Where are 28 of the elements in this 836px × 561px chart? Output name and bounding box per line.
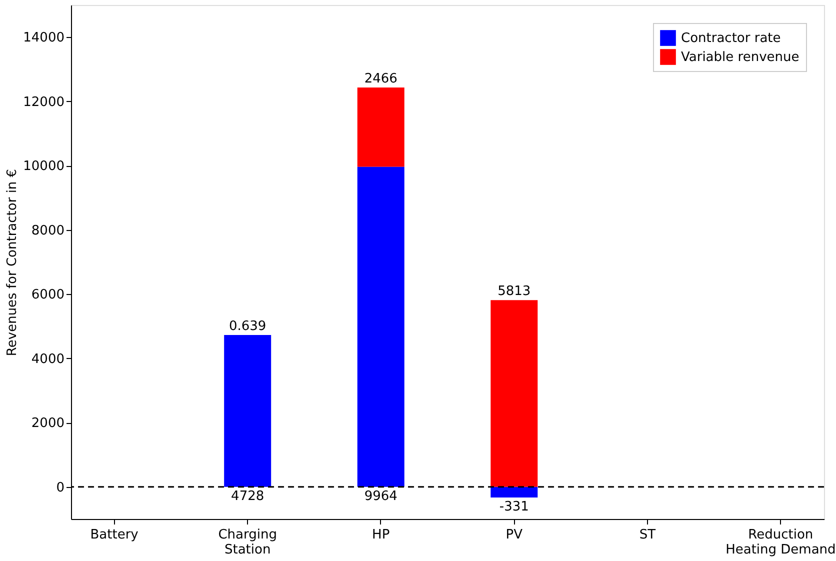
- y-tick-label: 12000: [23, 94, 64, 110]
- bar: [357, 88, 404, 167]
- y-tick-label: 2000: [31, 416, 64, 432]
- legend-label: Variable renvenue: [681, 50, 800, 65]
- x-tick-label: PV: [506, 528, 523, 542]
- y-axis-title: Revenues for Contractor in €: [5, 168, 20, 356]
- bar: [224, 334, 272, 487]
- data-label: 4728: [231, 488, 264, 504]
- x-tick-label: Battery: [90, 528, 139, 542]
- data-label: 9964: [364, 488, 398, 504]
- y-tick-label: 4000: [31, 352, 64, 367]
- data-label: 5813: [498, 284, 531, 300]
- data-label: 0.639: [228, 318, 266, 334]
- y-tick-label: 8000: [31, 223, 64, 238]
- bar: [357, 166, 404, 487]
- data-label: -331: [499, 500, 529, 515]
- x-tick-label: HP: [372, 528, 390, 542]
- y-tick-label: 10000: [23, 159, 64, 174]
- legend-label: Contractor rate: [681, 31, 781, 46]
- x-tick-label: Reduction Heating Demand: [726, 528, 836, 558]
- x-tick-label: Charging Station: [218, 528, 277, 558]
- y-tick-label: 6000: [31, 288, 64, 303]
- data-label: 2466: [364, 72, 398, 87]
- y-tick-label: 14000: [23, 30, 64, 46]
- bar: [490, 486, 538, 498]
- y-tick-label: 0: [56, 480, 64, 496]
- bar: [490, 300, 538, 487]
- x-tick-label: ST: [639, 528, 656, 542]
